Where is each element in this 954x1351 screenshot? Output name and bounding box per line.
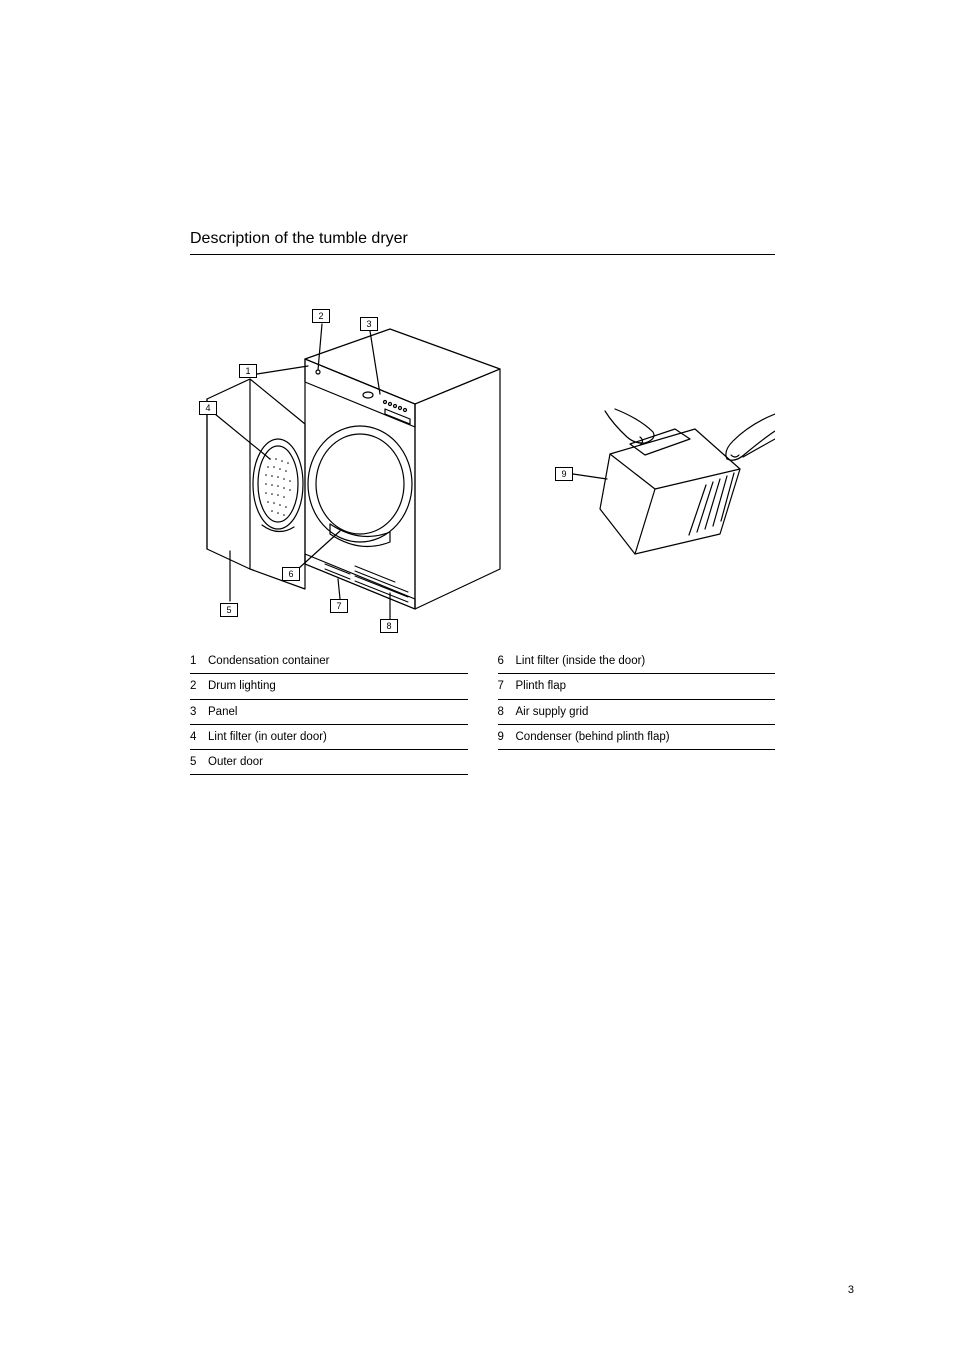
- section-title: Description of the tumble dryer: [190, 230, 775, 248]
- legend-col-right: 6 Lint filter (inside the door) 7 Plinth…: [498, 649, 776, 775]
- dryer-illustration: [190, 269, 510, 629]
- legend-text: Outer door: [208, 754, 468, 771]
- legend-num: 3: [190, 704, 208, 721]
- legend-item: 2 Drum lighting: [190, 674, 468, 699]
- legend-item: 6 Lint filter (inside the door): [498, 649, 776, 674]
- legend-text: Condenser (behind plinth flap): [516, 729, 776, 746]
- legend-num: 7: [498, 678, 516, 695]
- callout-3: 3: [360, 317, 378, 331]
- callout-1: 1: [239, 364, 257, 378]
- legend-num: 6: [498, 653, 516, 670]
- callout-8: 8: [380, 619, 398, 633]
- legend-item: 1 Condensation container: [190, 649, 468, 674]
- legend-text: Lint filter (inside the door): [516, 653, 776, 670]
- legend-item: 9 Condenser (behind plinth flap): [498, 725, 776, 750]
- page-number: 3: [848, 1284, 854, 1296]
- legend-text: Drum lighting: [208, 678, 468, 695]
- legend-text: Panel: [208, 704, 468, 721]
- callout-9: 9: [555, 467, 573, 481]
- legend-num: 4: [190, 729, 208, 746]
- legend-item: 7 Plinth flap: [498, 674, 776, 699]
- legend-item: 5 Outer door: [190, 750, 468, 775]
- legend-item: 3 Panel: [190, 700, 468, 725]
- figure-dryer: 1 2 3 4 5 6 7 8: [190, 269, 510, 629]
- legend-item: 4 Lint filter (in outer door): [190, 725, 468, 750]
- legend-item: 8 Air supply grid: [498, 700, 776, 725]
- legend-text: Plinth flap: [516, 678, 776, 695]
- page-content: Description of the tumble dryer: [190, 230, 775, 775]
- callout-4: 4: [199, 401, 217, 415]
- callout-2: 2: [312, 309, 330, 323]
- condenser-illustration: [545, 399, 775, 569]
- callout-5: 5: [220, 603, 238, 617]
- legend-text: Condensation container: [208, 653, 468, 670]
- legend: 1 Condensation container 2 Drum lighting…: [190, 649, 775, 775]
- legend-num: 2: [190, 678, 208, 695]
- legend-num: 5: [190, 754, 208, 771]
- legend-col-left: 1 Condensation container 2 Drum lighting…: [190, 649, 468, 775]
- figure-condenser: 9: [545, 399, 775, 599]
- legend-num: 9: [498, 729, 516, 746]
- legend-text: Lint filter (in outer door): [208, 729, 468, 746]
- callout-6: 6: [282, 567, 300, 581]
- callout-7: 7: [330, 599, 348, 613]
- legend-num: 1: [190, 653, 208, 670]
- section-rule: [190, 254, 775, 255]
- legend-text: Air supply grid: [516, 704, 776, 721]
- legend-num: 8: [498, 704, 516, 721]
- figure-row: 1 2 3 4 5 6 7 8: [190, 269, 775, 629]
